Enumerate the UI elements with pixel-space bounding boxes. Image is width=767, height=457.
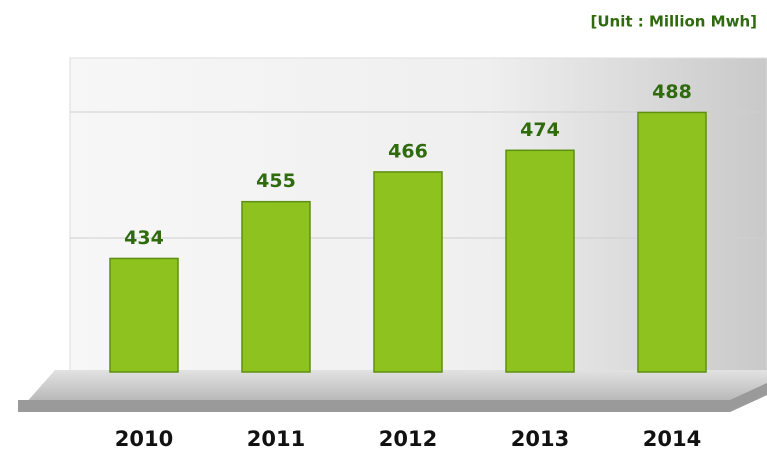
bar: [505, 149, 575, 373]
floor-edge: [18, 383, 767, 412]
x-tick-label: 2011: [247, 427, 305, 451]
value-label: 474: [520, 119, 560, 141]
x-tick-label: 2014: [643, 427, 701, 451]
bar: [109, 257, 179, 373]
x-tick-label: 2012: [379, 427, 437, 451]
unit-label: [Unit : Million Mwh]: [591, 13, 758, 31]
x-tick-label: 2013: [511, 427, 569, 451]
x-tick-label: 2010: [115, 427, 173, 451]
value-label: 466: [388, 140, 428, 162]
value-label: 455: [256, 170, 296, 192]
bar: [241, 200, 311, 373]
value-label: 488: [652, 81, 692, 103]
bar: [637, 111, 707, 373]
value-label: 434: [124, 227, 164, 249]
bar: [373, 171, 443, 373]
